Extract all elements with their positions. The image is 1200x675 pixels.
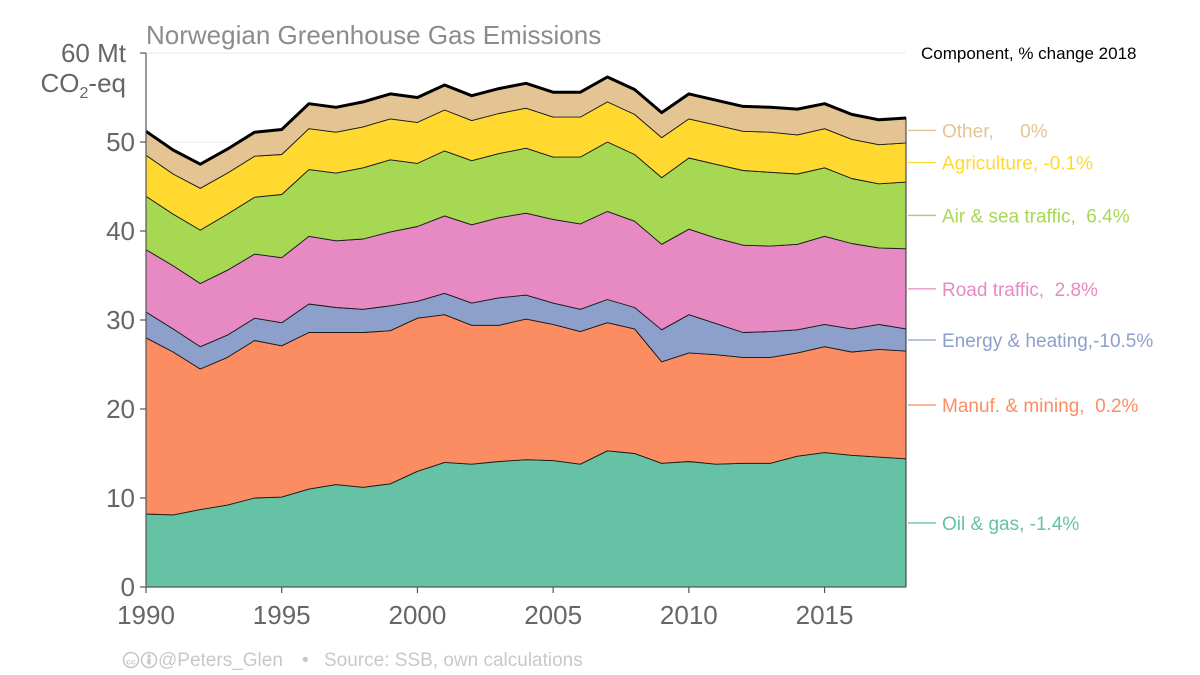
- legend-title: Component, % change 2018: [921, 44, 1137, 63]
- y-axis-unit-co: CO: [41, 68, 80, 98]
- y-axis-unit-tail: -eq: [88, 68, 126, 98]
- chart-title: Norwegian Greenhouse Gas Emissions: [146, 20, 601, 50]
- credit-source: Source: SSB, own calculations: [324, 650, 583, 671]
- y-axis-unit-line1: 60 Mt: [61, 38, 127, 68]
- by-icon-body: [147, 658, 151, 665]
- stacked-areas: [145, 76, 907, 588]
- legend-label-5: Agriculture, -0.1%: [942, 153, 1093, 174]
- y-axis-unit-subscript: 2: [80, 85, 89, 102]
- legend-label-4: Air & sea traffic, 6.4%: [942, 206, 1130, 227]
- by-icon: [140, 651, 158, 669]
- by-icon-head: [147, 654, 151, 658]
- legend-label-0: Oil & gas, -1.4%: [942, 514, 1079, 535]
- credit-line: cc @Peters_Glen • Source: SSB, own calcu…: [122, 650, 583, 671]
- credit-handle: @Peters_Glen: [158, 650, 283, 671]
- total-line: [145, 75, 907, 166]
- x-tick-label-2005: 2005: [524, 600, 582, 630]
- cc-icon-text: cc: [126, 657, 136, 667]
- y-tick-label-40: 40: [106, 216, 135, 246]
- x-tick-label-1995: 1995: [253, 600, 311, 630]
- x-tick-label-2000: 2000: [389, 600, 447, 630]
- legend: Oil & gas, -1.4% Manuf. & mining, 0.2% Ene…: [908, 121, 1153, 535]
- axes: [140, 52, 906, 593]
- x-tick-label-2010: 2010: [660, 600, 718, 630]
- y-axis-unit-line2: CO2-eq: [41, 68, 126, 102]
- legend-label-1: Manuf. & mining, 0.2%: [942, 396, 1139, 417]
- legend-label-2: Energy & heating,-10.5%: [942, 331, 1153, 352]
- cc-icon: [122, 651, 140, 669]
- y-tick-label-0: 0: [121, 572, 135, 602]
- y-tick-labels: 0 10 20 30 40 50: [106, 127, 135, 602]
- credit-separator: •: [302, 650, 309, 671]
- x-tick-label-2015: 2015: [796, 600, 854, 630]
- total-outline: [145, 75, 907, 166]
- x-tick-labels: 1990 1995 2000 2005 2010 2015: [117, 600, 853, 630]
- y-tick-label-10: 10: [106, 483, 135, 513]
- y-tick-label-30: 30: [106, 305, 135, 335]
- y-tick-label-50: 50: [106, 127, 135, 157]
- legend-label-3: Road traffic, 2.8%: [942, 280, 1098, 301]
- x-tick-label-1990: 1990: [117, 600, 175, 630]
- y-tick-label-20: 20: [106, 394, 135, 424]
- legend-label-6: Other, 0%: [942, 121, 1048, 142]
